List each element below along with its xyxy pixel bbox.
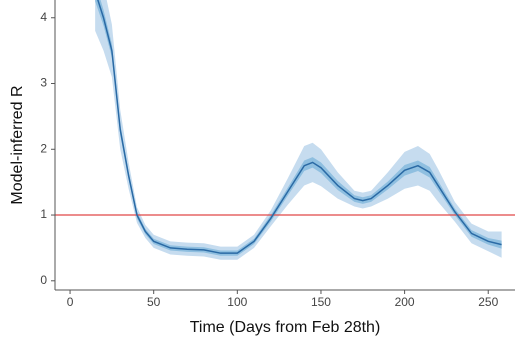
y-tick-label: 1 [40, 207, 47, 221]
confidence-band [95, 0, 502, 260]
y-tick-label: 4 [40, 10, 47, 24]
y-tick-label: 3 [40, 76, 47, 90]
x-axis-label: Time (Days from Feb 28th) [190, 319, 381, 336]
x-tick-label: 50 [147, 295, 161, 309]
x-tick-label: 0 [67, 295, 74, 309]
x-tick-label: 250 [478, 295, 498, 309]
mean-line [97, 0, 502, 254]
y-tick-label: 2 [40, 141, 47, 155]
y-tick-label: 0 [40, 273, 47, 287]
plot-area [55, 0, 515, 260]
x-tick-label: 100 [227, 295, 247, 309]
x-tick-label: 200 [395, 295, 415, 309]
x-tick-label: 150 [311, 295, 331, 309]
y-axis-label: Model-inferred R [9, 85, 26, 204]
confidence-band [95, 0, 502, 256]
